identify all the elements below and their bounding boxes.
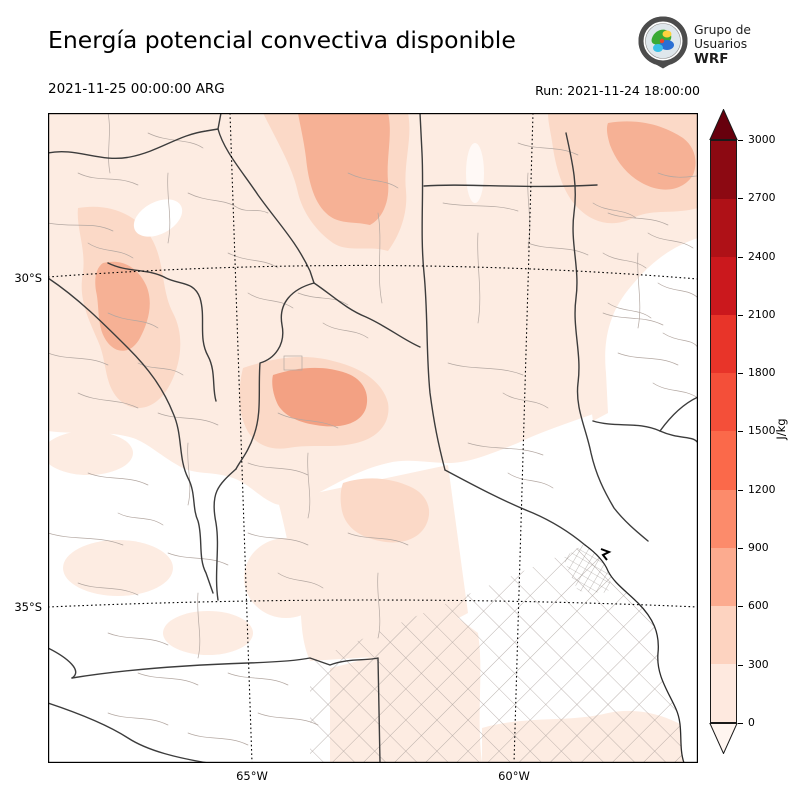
colorbar-tick [738, 373, 743, 374]
colorbar-segment [711, 257, 736, 316]
colorbar-tick [738, 665, 743, 666]
colorbar-unit-label: J/kg [774, 418, 788, 440]
colorbar-segment [711, 547, 736, 606]
colorbar-tick [738, 315, 743, 316]
colorbar-under-arrow [709, 723, 738, 754]
colorbar-segment [711, 141, 736, 200]
logo-text: Grupo de Usuarios WRF [694, 23, 751, 67]
colorbar-segment [711, 605, 736, 664]
logo-line-3: WRF [694, 50, 729, 67]
colorbar-tick-label: 3000 [748, 133, 776, 146]
colorbar-segment [711, 489, 736, 548]
colorbar-tick-label: 900 [748, 541, 769, 554]
province-boundaries [48, 113, 698, 763]
colorbar-tick-label: 2100 [748, 308, 776, 321]
valid-time-label: 2021-11-25 00:00:00 ARG [48, 81, 225, 97]
colorbar-over-arrow [709, 109, 738, 140]
cape-shading [48, 113, 698, 661]
graticule-gridlines [48, 113, 698, 763]
colorbar-segment [711, 431, 736, 490]
colorbar-tick [738, 140, 743, 141]
colorbar-tick-label: 1500 [748, 424, 776, 437]
colorbar-segment [711, 373, 736, 432]
colorbar [710, 140, 737, 723]
colorbar-segment [711, 199, 736, 258]
colorbar-segment [711, 315, 736, 374]
colorbar-segment [711, 663, 736, 722]
colorbar-tick [738, 431, 743, 432]
colorbar-tick-label: 300 [748, 658, 769, 671]
cape-map [48, 113, 698, 763]
colorbar-tick [738, 723, 743, 724]
colorbar-tick-label: 1800 [748, 366, 776, 379]
logo-line-1: Grupo de [694, 23, 751, 37]
map-border [48, 113, 698, 763]
x-axis-label-65w: 65°W [236, 769, 268, 783]
colorbar-tick [738, 490, 743, 491]
colorbar-tick-label: 1200 [748, 483, 776, 496]
x-axis-label-60w: 60°W [498, 769, 530, 783]
buenos-aires-partido-grid [310, 538, 684, 763]
colorbar-tick-label: 0 [748, 716, 755, 729]
wrf-group-logo-icon [638, 16, 688, 69]
logo-line-2: Usuarios [694, 37, 748, 52]
run-time-label: Run: 2021-11-24 18:00:00 [535, 83, 700, 98]
page-title: Energía potencial convectiva disponible [48, 26, 516, 54]
buenos-aires-city-marker [600, 548, 612, 561]
colorbar-tick-label: 600 [748, 599, 769, 612]
department-boundaries [48, 113, 698, 746]
colorbar-tick [738, 606, 743, 607]
coastline [584, 544, 685, 763]
colorbar-tick [738, 257, 743, 258]
y-axis-label-35s: 35°S [14, 600, 42, 614]
y-axis-label-30s: 30°S [14, 271, 42, 285]
colorbar-tick-label: 2700 [748, 191, 776, 204]
colorbar-tick-label: 2400 [748, 250, 776, 263]
colorbar-tick [738, 198, 743, 199]
colorbar-tick [738, 548, 743, 549]
